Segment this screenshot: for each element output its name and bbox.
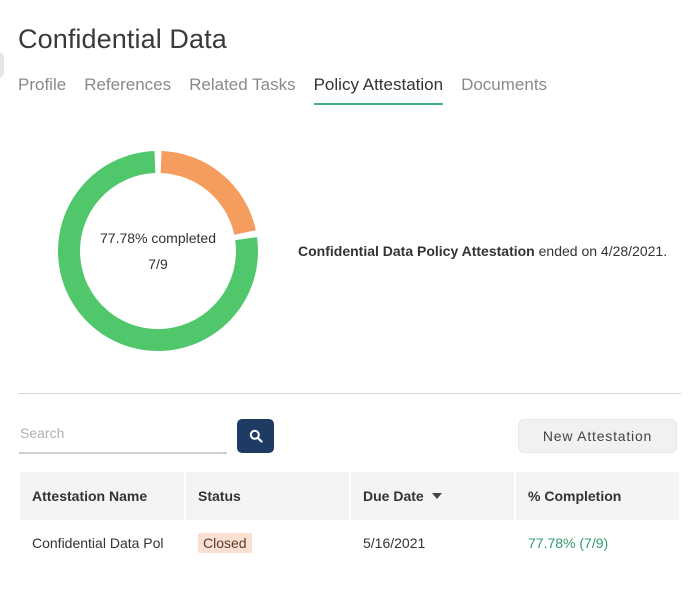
- tab-bar: Profile References Related Tasks Policy …: [18, 75, 565, 105]
- search-icon: [249, 429, 263, 443]
- attestation-name-text[interactable]: Confidential Data Pol: [32, 535, 164, 551]
- column-header-attestation-name[interactable]: Attestation Name: [20, 472, 186, 520]
- column-header-status[interactable]: Status: [186, 472, 351, 520]
- search-button[interactable]: [237, 419, 274, 453]
- summary-end-date: ended on 4/28/2021.: [534, 243, 668, 259]
- column-header-completion[interactable]: % Completion: [528, 488, 622, 504]
- column-header-due-date[interactable]: Due Date: [351, 472, 516, 520]
- tab-documents[interactable]: Documents: [461, 75, 548, 94]
- table-header: Attestation Name Status Due Date % Compl…: [20, 472, 679, 520]
- caret-down-icon[interactable]: [431, 493, 442, 499]
- cell-attestation-name: Confidential Data Pol: [20, 520, 186, 566]
- table-row[interactable]: Confidential Data Pol Closed 5/16/2021 7…: [20, 520, 679, 566]
- donut-chart: [58, 151, 258, 351]
- completion-percent-label: 77.78% completed: [100, 230, 216, 246]
- cell-completion: 77.78% (7/9): [516, 520, 679, 566]
- search-field: [19, 418, 228, 454]
- tab-profile[interactable]: Profile: [18, 75, 67, 94]
- tab-related-tasks[interactable]: Related Tasks: [189, 75, 296, 94]
- new-attestation-button[interactable]: New Attestation: [518, 419, 677, 453]
- page-title: Confidential Data: [18, 24, 227, 54]
- section-divider: [18, 393, 681, 394]
- policy-name: Confidential Data Policy Attestation: [298, 243, 535, 259]
- donut-remaining-segment: [160, 151, 256, 236]
- completion-donut: 77.78% completed 7/9: [54, 147, 262, 355]
- completion-count-label: 7/9: [148, 256, 168, 272]
- tab-policy-attestation[interactable]: Policy Attestation: [313, 75, 444, 105]
- attestation-table: Attestation Name Status Due Date % Compl…: [20, 472, 679, 566]
- side-panel-handle[interactable]: [0, 52, 4, 78]
- due-date-header-label: Due Date: [363, 488, 424, 504]
- attestation-summary: Confidential Data Policy Attestation end…: [298, 243, 667, 259]
- donut-center-label: 77.78% completed 7/9: [54, 147, 262, 355]
- cell-status: Closed: [186, 520, 351, 566]
- cell-due-date: 5/16/2021: [363, 535, 426, 551]
- donut-completed-segment: [58, 151, 258, 351]
- search-input[interactable]: [19, 418, 228, 448]
- completion-value: 77.78% (7/9): [528, 535, 609, 551]
- tab-references[interactable]: References: [84, 75, 172, 94]
- status-badge: Closed: [198, 533, 252, 553]
